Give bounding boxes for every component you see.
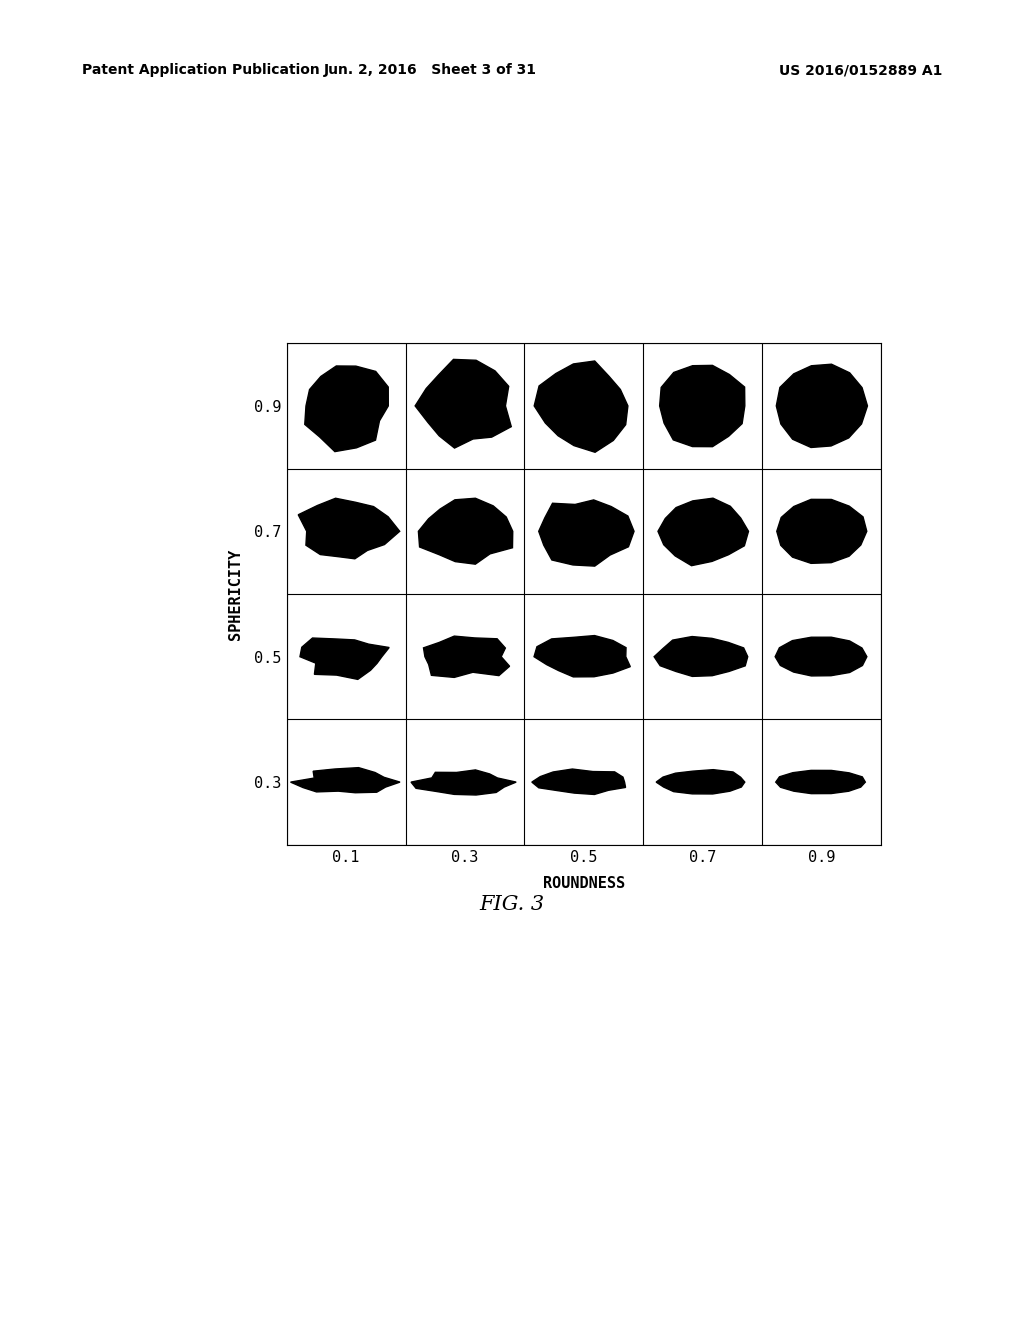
Y-axis label: SPHERICITY: SPHERICITY — [228, 548, 244, 640]
Polygon shape — [656, 770, 744, 793]
Polygon shape — [305, 366, 388, 451]
Polygon shape — [659, 366, 744, 446]
Polygon shape — [777, 499, 866, 564]
Polygon shape — [775, 638, 867, 676]
Polygon shape — [776, 364, 867, 447]
Polygon shape — [654, 636, 748, 676]
Polygon shape — [419, 498, 513, 564]
Polygon shape — [411, 770, 516, 795]
Polygon shape — [300, 638, 389, 680]
Polygon shape — [535, 635, 631, 677]
X-axis label: ROUNDNESS: ROUNDNESS — [543, 875, 625, 891]
Polygon shape — [291, 768, 400, 793]
Polygon shape — [298, 498, 399, 558]
Polygon shape — [531, 770, 626, 795]
Polygon shape — [415, 359, 511, 447]
Text: Patent Application Publication: Patent Application Publication — [82, 63, 319, 78]
Polygon shape — [776, 771, 865, 793]
Polygon shape — [658, 498, 749, 566]
Polygon shape — [535, 360, 628, 453]
Text: FIG. 3: FIG. 3 — [479, 895, 545, 913]
Text: Jun. 2, 2016   Sheet 3 of 31: Jun. 2, 2016 Sheet 3 of 31 — [324, 63, 537, 78]
Text: US 2016/0152889 A1: US 2016/0152889 A1 — [778, 63, 942, 78]
Polygon shape — [424, 636, 510, 677]
Polygon shape — [539, 500, 634, 566]
